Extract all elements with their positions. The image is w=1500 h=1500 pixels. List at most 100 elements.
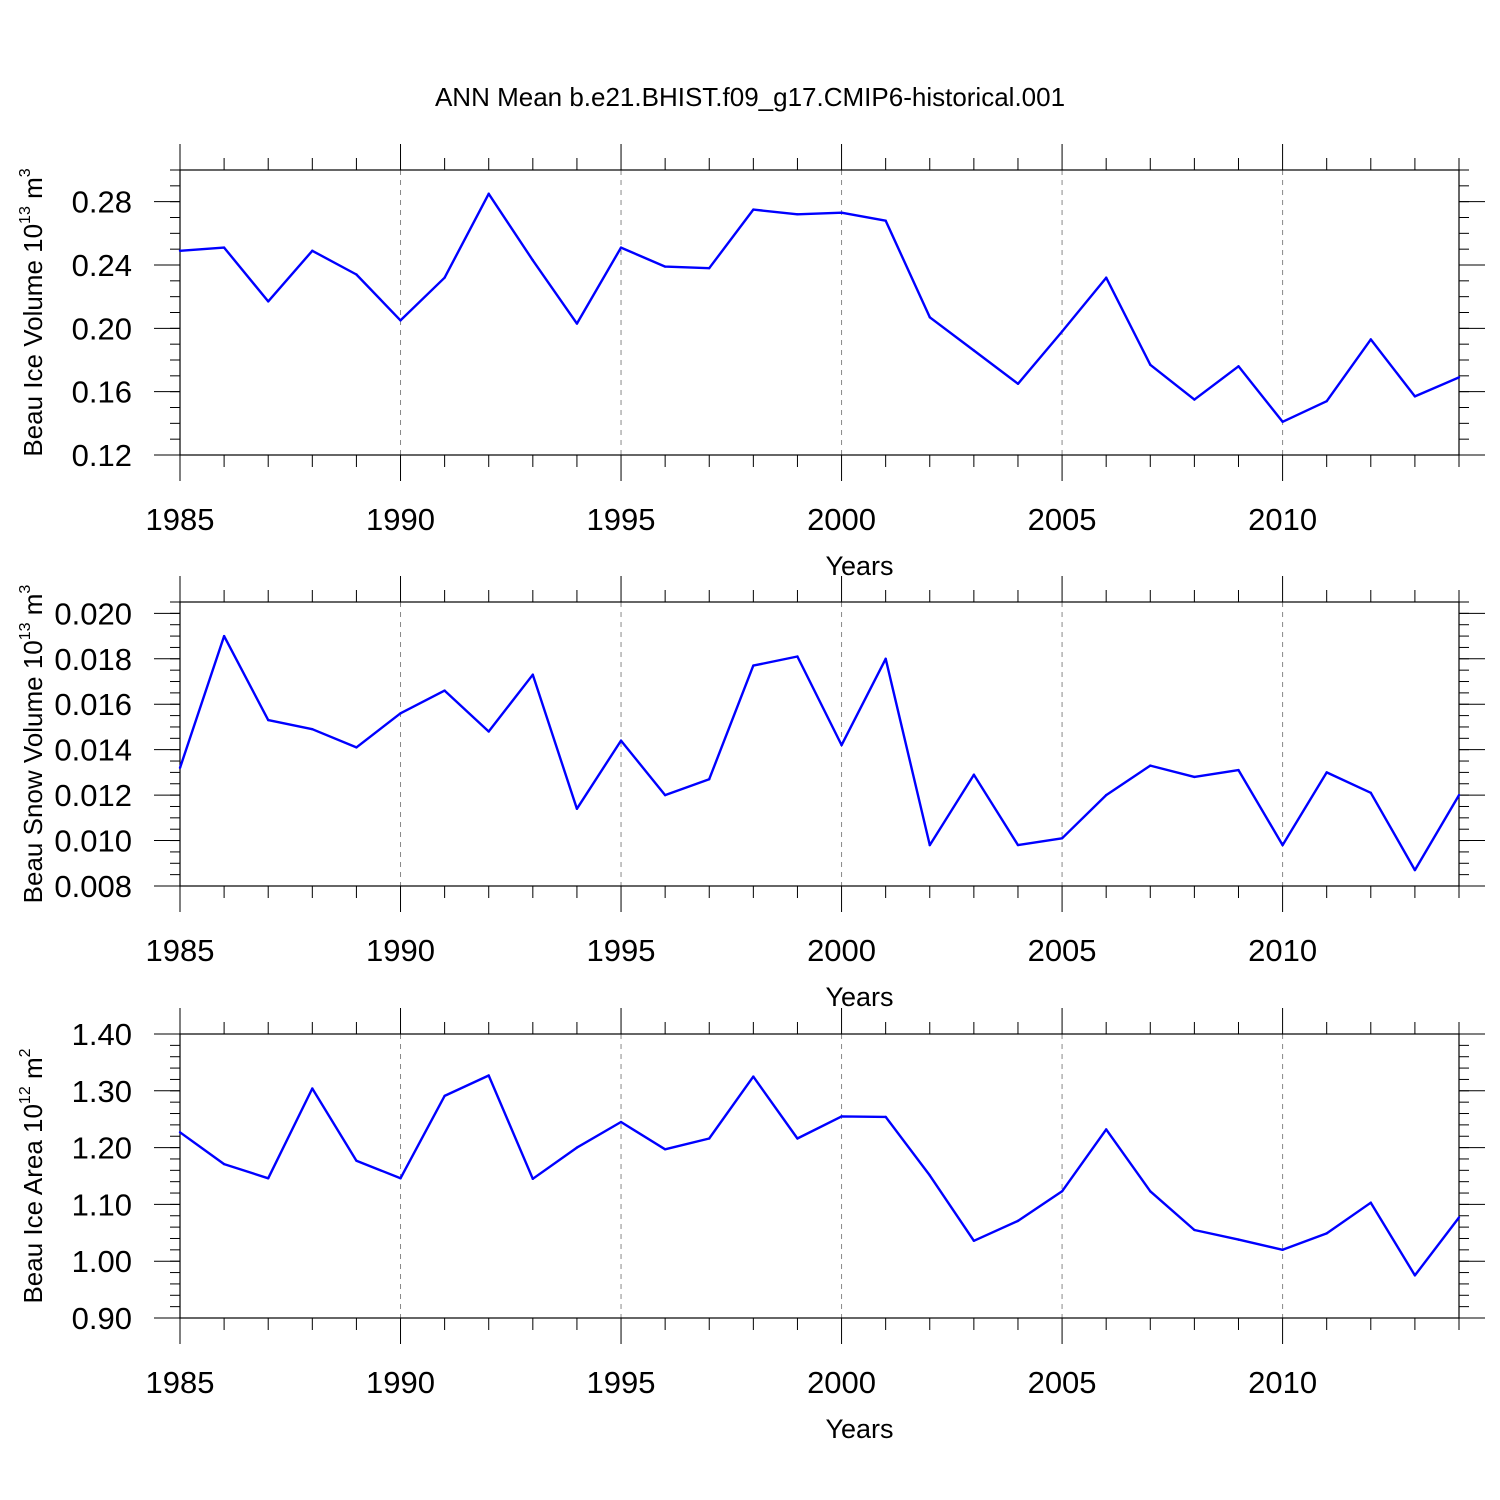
data-point (222, 1162, 226, 1166)
x-tick-label: 1985 (146, 933, 215, 968)
chart-panels: 1985 1990 1995 2000 2005 2010 0.12 0.16 0.20 0.24… (17, 144, 1485, 1444)
y-tick-label: 0.12 (72, 438, 132, 473)
data-point (752, 664, 755, 667)
data-point (1060, 1190, 1064, 1193)
data-point (663, 1148, 667, 1151)
data-point (708, 778, 711, 781)
x-tick-label: 2010 (1248, 1365, 1317, 1400)
data-line (179, 1074, 1460, 1277)
data-point (399, 1177, 402, 1180)
y-tick-label: 0.018 (54, 642, 132, 677)
data-point (178, 249, 182, 252)
y-axis-label-unit-exponent: 2 (17, 1048, 34, 1057)
x-tick-label: 2000 (807, 1365, 876, 1400)
data-point (531, 1177, 535, 1181)
y-tick-label: 0.014 (54, 733, 132, 768)
data-point (1237, 1238, 1240, 1241)
data-point (399, 712, 402, 715)
data-point (708, 1137, 711, 1140)
y-axis-label-exponent: 13 (17, 206, 34, 224)
data-point (1193, 775, 1196, 779)
data-point (487, 192, 490, 195)
x-tick-label: 1990 (366, 1365, 435, 1400)
y-axis-label-unit-exponent: 3 (17, 585, 34, 594)
data-point (311, 728, 314, 731)
data-point (1457, 1216, 1461, 1219)
y-tick-label: 0.16 (72, 375, 132, 410)
data-point (178, 766, 182, 770)
data-point (1281, 420, 1284, 423)
data-point (1104, 1128, 1108, 1131)
data-point (972, 349, 976, 352)
x-tick-label: 1995 (587, 1365, 656, 1400)
y-tick-label: 0.90 (72, 1301, 132, 1336)
x-tick-label: 1995 (587, 933, 656, 968)
x-tick-label: 2000 (807, 502, 876, 537)
data-point (487, 1074, 490, 1077)
data-point (1149, 764, 1152, 767)
data-point (222, 246, 226, 249)
data-point (928, 316, 931, 319)
data-point (355, 273, 358, 276)
data-point (884, 219, 887, 222)
data-point (178, 1131, 182, 1134)
chart-title: ANN Mean b.e21.BHIST.f09_g17.CMIP6-histo… (435, 82, 1065, 112)
data-point (1281, 843, 1284, 847)
data-point (928, 1174, 931, 1177)
data-point (1016, 382, 1020, 385)
data-point (443, 689, 446, 692)
data-point (311, 249, 314, 252)
y-tick-label: 1.30 (72, 1074, 132, 1109)
panel-2: 1985 1990 1995 2000 2005 2010 0.008 0.010 0.012 0… (17, 576, 1485, 1012)
data-point (267, 718, 270, 722)
data-point (796, 655, 799, 658)
y-tick-label: 1.40 (72, 1017, 132, 1052)
data-point (399, 319, 402, 322)
data-point (1369, 791, 1372, 795)
data-point (663, 793, 667, 797)
data-point (796, 213, 799, 216)
data-point (267, 300, 270, 303)
data-point (752, 208, 755, 211)
data-point (1149, 363, 1152, 366)
x-axis-label: Years (825, 1414, 893, 1444)
data-point (1193, 398, 1196, 401)
y-tick-label: 0.010 (54, 824, 132, 859)
data-point (443, 1094, 446, 1098)
data-point (1281, 1248, 1284, 1252)
y-tick-label: 0.20 (72, 311, 132, 346)
data-point (1325, 771, 1328, 774)
data-point (1149, 1190, 1152, 1193)
data-point (928, 843, 931, 847)
data-point (355, 1159, 358, 1162)
data-point (487, 730, 490, 733)
y-axis-label: Beau Ice Area 1012 m2 (17, 1048, 48, 1303)
data-line (178, 634, 1461, 872)
x-tick-label: 1990 (366, 502, 435, 537)
y-axis-label: Beau Ice Volume 1013 m3 (17, 168, 48, 456)
x-axis-label: Years (825, 551, 893, 581)
y-tick-label: 1.20 (72, 1131, 132, 1166)
data-point (1237, 768, 1240, 772)
data-line (179, 192, 1460, 423)
y-axis-label-exponent: 13 (17, 622, 34, 640)
y-tick-label: 0.012 (54, 778, 132, 813)
data-point (840, 1115, 843, 1118)
data-point (1016, 1219, 1020, 1223)
data-point (1413, 1274, 1417, 1277)
data-point (575, 807, 579, 810)
data-point (222, 634, 226, 638)
data-point (884, 1115, 887, 1119)
data-point (1325, 399, 1328, 403)
data-point (311, 1087, 314, 1090)
data-point (619, 246, 623, 249)
x-axis-label: Years (825, 982, 893, 1012)
data-point (1016, 843, 1020, 847)
y-tick-label: 0.008 (54, 869, 132, 904)
x-tick-label: 1985 (146, 502, 215, 537)
data-point (972, 773, 976, 776)
data-point (1104, 276, 1108, 279)
x-tick-label: 2010 (1248, 933, 1317, 968)
data-point (884, 657, 887, 660)
data-point (840, 211, 843, 214)
